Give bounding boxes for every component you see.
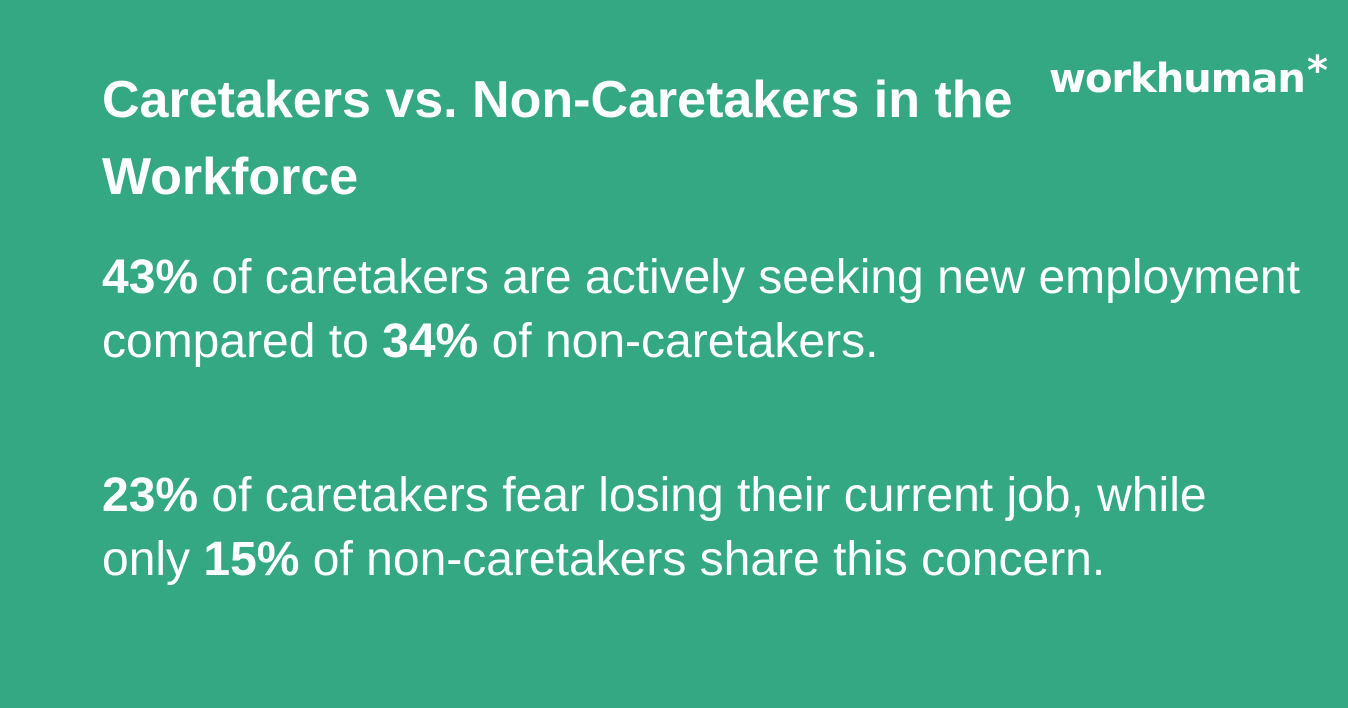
- workhuman-logo: workhuman *: [1049, 48, 1328, 102]
- logo-text: workhuman: [1049, 56, 1306, 102]
- stat-text: of caretakers fear losing their current …: [102, 469, 1207, 586]
- stat-text: of non-caretakers share this concern.: [299, 533, 1106, 586]
- stat-text: of non-caretakers.: [478, 315, 879, 368]
- stat-value: 43%: [102, 251, 199, 304]
- stat-text: of caretakers are actively seeking new e…: [102, 251, 1300, 368]
- stat-value: 23%: [102, 469, 199, 522]
- stat-value: 34%: [382, 315, 479, 368]
- stat-value: 15%: [203, 533, 300, 586]
- page-title: Caretakers vs. Non-Caretakers in the Wor…: [102, 71, 1013, 206]
- stat-paragraph-1: 43% of caretakers are actively seeking n…: [102, 246, 1302, 374]
- stat-paragraph-2: 23% of caretakers fear losing their curr…: [102, 464, 1302, 592]
- asterisk-icon: *: [1306, 48, 1328, 94]
